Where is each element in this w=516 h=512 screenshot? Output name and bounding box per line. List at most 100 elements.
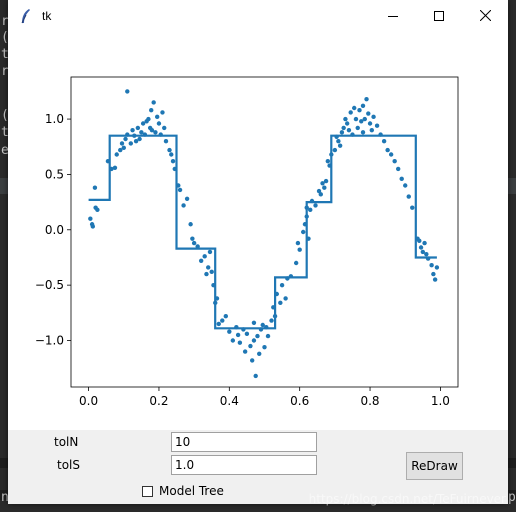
data-point (348, 110, 353, 115)
model-tree-checkbox[interactable] (142, 485, 153, 497)
data-point (190, 236, 195, 241)
data-point (119, 141, 125, 146)
data-point (227, 329, 232, 334)
data-point (417, 238, 422, 244)
data-point (92, 185, 98, 190)
data-point (128, 141, 134, 146)
data-point (352, 105, 357, 111)
x-tick-label: 0.6 (290, 394, 309, 408)
data-point (364, 96, 369, 102)
data-point (369, 127, 375, 133)
data-point (112, 165, 118, 170)
data-point (230, 338, 236, 343)
data-point (362, 116, 367, 122)
regression-tree-plot: 0.0 0.2 0.4 0.6 0.8 1.0 −1.0 −0.5 0.0 0.5 1.0 (35, 76, 459, 408)
tolS-input[interactable] (171, 455, 317, 475)
data-point (313, 203, 318, 208)
data-point (336, 139, 341, 144)
data-point (253, 373, 258, 379)
minimize-button[interactable] (370, 0, 416, 31)
data-point (255, 333, 260, 339)
matplotlib-canvas[interactable]: 0.0 0.2 0.4 0.6 0.8 1.0 −1.0 −0.5 0.0 0.5 1.0 (8, 31, 508, 430)
data-point (156, 121, 162, 126)
watermark-text: https://blog.csdn.net/TeFuirnever (308, 492, 506, 506)
data-point (135, 125, 141, 131)
data-point (177, 187, 183, 193)
maximize-button[interactable] (416, 0, 462, 31)
data-point (406, 194, 411, 199)
data-point (204, 271, 209, 277)
background-text: r (1, 14, 9, 29)
data-point (316, 188, 322, 194)
data-point (244, 331, 250, 337)
data-point (279, 282, 285, 288)
data-point (360, 103, 366, 108)
data-point (118, 147, 123, 153)
data-point (392, 158, 397, 164)
data-point (353, 116, 359, 122)
data-point (209, 269, 214, 275)
data-point (308, 207, 313, 213)
data-point (167, 147, 172, 153)
data-point (195, 244, 200, 249)
data-point (160, 110, 165, 115)
window-title: tk (42, 8, 52, 23)
data-point (88, 216, 93, 221)
background-text: ( (1, 108, 9, 123)
data-point (432, 277, 438, 282)
data-point (163, 139, 169, 144)
data-point (318, 192, 323, 197)
data-point (403, 183, 408, 188)
data-point (137, 136, 142, 142)
data-point (295, 240, 301, 246)
tk-feather-icon (16, 6, 36, 26)
data-point (293, 260, 299, 266)
data-point (139, 130, 144, 135)
data-point (251, 320, 257, 325)
tolN-input[interactable] (171, 432, 317, 452)
data-point (297, 247, 302, 252)
data-point (371, 114, 376, 120)
data-point (242, 349, 248, 354)
data-point (346, 127, 352, 133)
title-bar[interactable]: tk (8, 0, 508, 31)
data-point (162, 125, 167, 131)
data-point (395, 166, 401, 172)
close-button[interactable] (462, 0, 508, 31)
background-text: e (1, 143, 9, 158)
data-point (114, 152, 119, 157)
data-point (170, 158, 176, 164)
y-tick-label: −0.5 (35, 278, 64, 292)
background-text: p (508, 490, 516, 505)
redraw-button[interactable]: ReDraw (406, 452, 463, 480)
close-icon (479, 6, 491, 25)
data-point (154, 114, 160, 120)
data-point (431, 271, 436, 277)
data-point (301, 229, 306, 235)
x-tick-label: 0.0 (79, 394, 98, 408)
data-point (149, 108, 154, 113)
data-point (262, 344, 267, 350)
data-point (360, 130, 366, 135)
data-point (359, 119, 364, 124)
data-point (283, 296, 288, 301)
data-point (220, 318, 225, 323)
tolN-label: tolN (54, 435, 79, 449)
data-point (90, 224, 96, 229)
data-point (125, 89, 130, 94)
y-tick-label: 0.0 (45, 223, 64, 237)
data-point (388, 152, 394, 157)
control-panel: tolN tolS ReDraw Model Tree (8, 430, 508, 504)
x-tick-label: 1.0 (431, 394, 450, 408)
data-point (149, 127, 155, 133)
model-tree-checkbox-row[interactable]: Model Tree (142, 484, 224, 498)
data-point (374, 123, 380, 128)
data-point (355, 125, 360, 131)
data-point (278, 300, 283, 306)
tree-fit-line (88, 134, 437, 330)
data-point (191, 240, 197, 246)
data-point (385, 147, 390, 153)
data-point (325, 158, 331, 164)
data-point (260, 322, 265, 328)
data-point (140, 121, 146, 126)
